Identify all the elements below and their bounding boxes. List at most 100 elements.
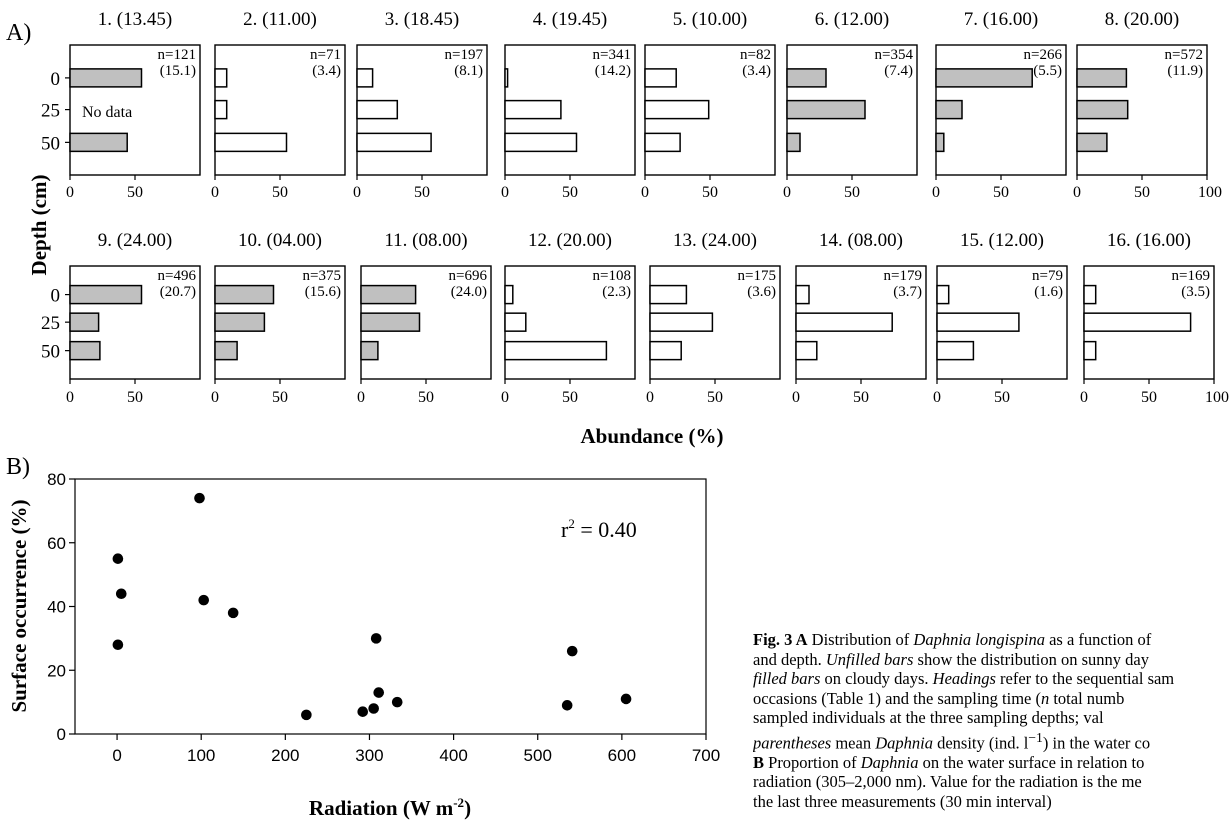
y-tick-label: 20 [47, 661, 66, 680]
abundance-tick-label: 50 [414, 184, 430, 201]
x-tick-label: 200 [271, 746, 299, 765]
abundance-tick-label: 50 [844, 184, 860, 201]
x-tick-label: 600 [608, 746, 636, 765]
x-tick-label: 0 [112, 746, 121, 765]
panel-density-label: (5.5) [1033, 63, 1062, 79]
depth-tick-label: 25 [41, 313, 60, 334]
panel-n-label: n=175 [738, 268, 776, 284]
caption-segment: as a function of [1044, 630, 1152, 649]
panel-density-label: (14.2) [595, 63, 631, 79]
scatter-point [391, 696, 403, 708]
caption-segment: −1 [1028, 729, 1043, 745]
r-squared-sup: 2 [568, 516, 575, 531]
panel-title: 11. (08.00) [384, 230, 467, 251]
abundance-bar [356, 99, 399, 120]
abundance-tick-label: 0 [353, 184, 361, 201]
figure-caption: Fig. 3 A Distribution of Daphnia longisp… [753, 630, 1232, 820]
abundance-tick-label: 0 [932, 184, 940, 201]
panel-density-label: (15.1) [160, 63, 196, 79]
panel-title: 8. (20.00) [1105, 9, 1179, 30]
abundance-bar [795, 312, 893, 332]
caption-segment: on the water surface in relation to [918, 752, 1145, 772]
panel-title: 13. (24.00) [673, 230, 757, 251]
abundance-bar [356, 132, 432, 153]
abundance-bar [504, 340, 608, 361]
abundance-tick-label: 50 [418, 389, 434, 406]
abundance-tick-label: 0 [501, 184, 509, 201]
abundance-tick-label: 50 [562, 389, 578, 406]
caption-line: B Proportion of Daphnia on the water sur… [753, 753, 1232, 773]
depth-tick-label: 0 [51, 69, 61, 90]
panel-a-label: A) [6, 20, 31, 46]
panel-title: 15. (12.00) [960, 230, 1044, 251]
y-tick-label: 0 [57, 725, 66, 744]
abundance-tick-label: 0 [1080, 389, 1088, 406]
x-tick-label: 700 [692, 746, 720, 765]
panel-title: 10. (04.00) [238, 230, 322, 251]
scatter-point [112, 639, 124, 651]
panel-density-label: (3.4) [312, 63, 341, 79]
abundance-bar [935, 68, 1033, 88]
caption-segment: the last three measurements (30 min inte… [753, 791, 1052, 811]
abundance-tick-label: 50 [853, 389, 869, 406]
caption-segment: density (ind. l [932, 733, 1029, 752]
abundance-bar [935, 99, 963, 120]
abundance-bar [644, 68, 677, 88]
scatter-point [357, 706, 369, 717]
panel-n-label: n=82 [740, 47, 771, 63]
panel-title: 12. (20.00) [528, 230, 612, 251]
abundance-bar [504, 284, 514, 305]
caption-segment: Daphnia [860, 752, 919, 772]
caption-segment: on cloudy days. [820, 669, 933, 688]
abundance-bar [936, 312, 1020, 332]
panel-density-label: (24.0) [451, 284, 487, 300]
caption-segment: n [1040, 688, 1050, 708]
panel-n-label: n=354 [875, 47, 914, 63]
abundance-bar [649, 340, 682, 361]
abundance-tick-label: 50 [272, 184, 288, 201]
panel-title: 1. (13.45) [98, 9, 172, 30]
panel-n-label: n=108 [593, 268, 631, 284]
abundance-bar [214, 284, 275, 305]
abundance-tick-label: 0 [792, 389, 800, 406]
abundance-bar [644, 132, 681, 153]
caption-segment: refer to the sequential sam [995, 669, 1175, 688]
caption-segment: and depth. [753, 649, 826, 669]
panel-title: 4. (19.45) [533, 9, 607, 30]
abundance-tick-label: 50 [1134, 184, 1150, 201]
abundance-tick-label: 0 [66, 389, 74, 406]
caption-line: the last three measurements (30 min inte… [753, 792, 1232, 812]
r-squared-r: r [561, 517, 569, 542]
caption-segment: show the distribution on sunny day [913, 649, 1149, 669]
panel-density-label: (2.3) [602, 284, 631, 300]
r-squared-annotation: r2 = 0.40 [561, 516, 637, 542]
abundance-bar [214, 99, 228, 120]
caption-line: sampled individuals at the three samplin… [753, 708, 1232, 728]
panel-n-label: n=197 [445, 47, 484, 63]
caption-segment: sampled individuals at the three samplin… [753, 708, 1104, 727]
panel-density-label: (3.7) [893, 284, 922, 300]
abundance-tick-label: 0 [646, 389, 654, 406]
scatter-point [368, 703, 379, 714]
scatter-xlabel-tail: ) [464, 796, 471, 820]
abundance-tick-label: 0 [783, 184, 791, 201]
panel-a-small-multiples: 1. (13.45) n=121(15.1) No data 2. (11.00) n=… [41, 9, 1229, 406]
abundance-bar [1076, 68, 1128, 88]
panel-title: 6. (12.00) [815, 9, 889, 30]
abundance-tick-label: 50 [127, 389, 143, 406]
y-tick-label: 40 [47, 598, 66, 617]
scatter-xlabel-sup: -2 [453, 795, 464, 810]
x-tick-label: 300 [355, 746, 383, 765]
panel-density-label: (3.4) [742, 63, 771, 79]
abundance-bar [786, 132, 801, 153]
panel-density-label: (11.9) [1167, 63, 1203, 79]
panel-density-label: (7.4) [884, 63, 913, 79]
abundance-bar [1083, 284, 1097, 305]
caption-segment: Daphnia longispina [913, 630, 1045, 649]
panel-title: 9. (24.00) [98, 230, 172, 251]
caption-segment: Proportion of [764, 752, 861, 772]
abundance-tick-label: 50 [707, 389, 723, 406]
scatter-point [227, 607, 239, 619]
panel-title: 14. (08.00) [819, 230, 903, 251]
